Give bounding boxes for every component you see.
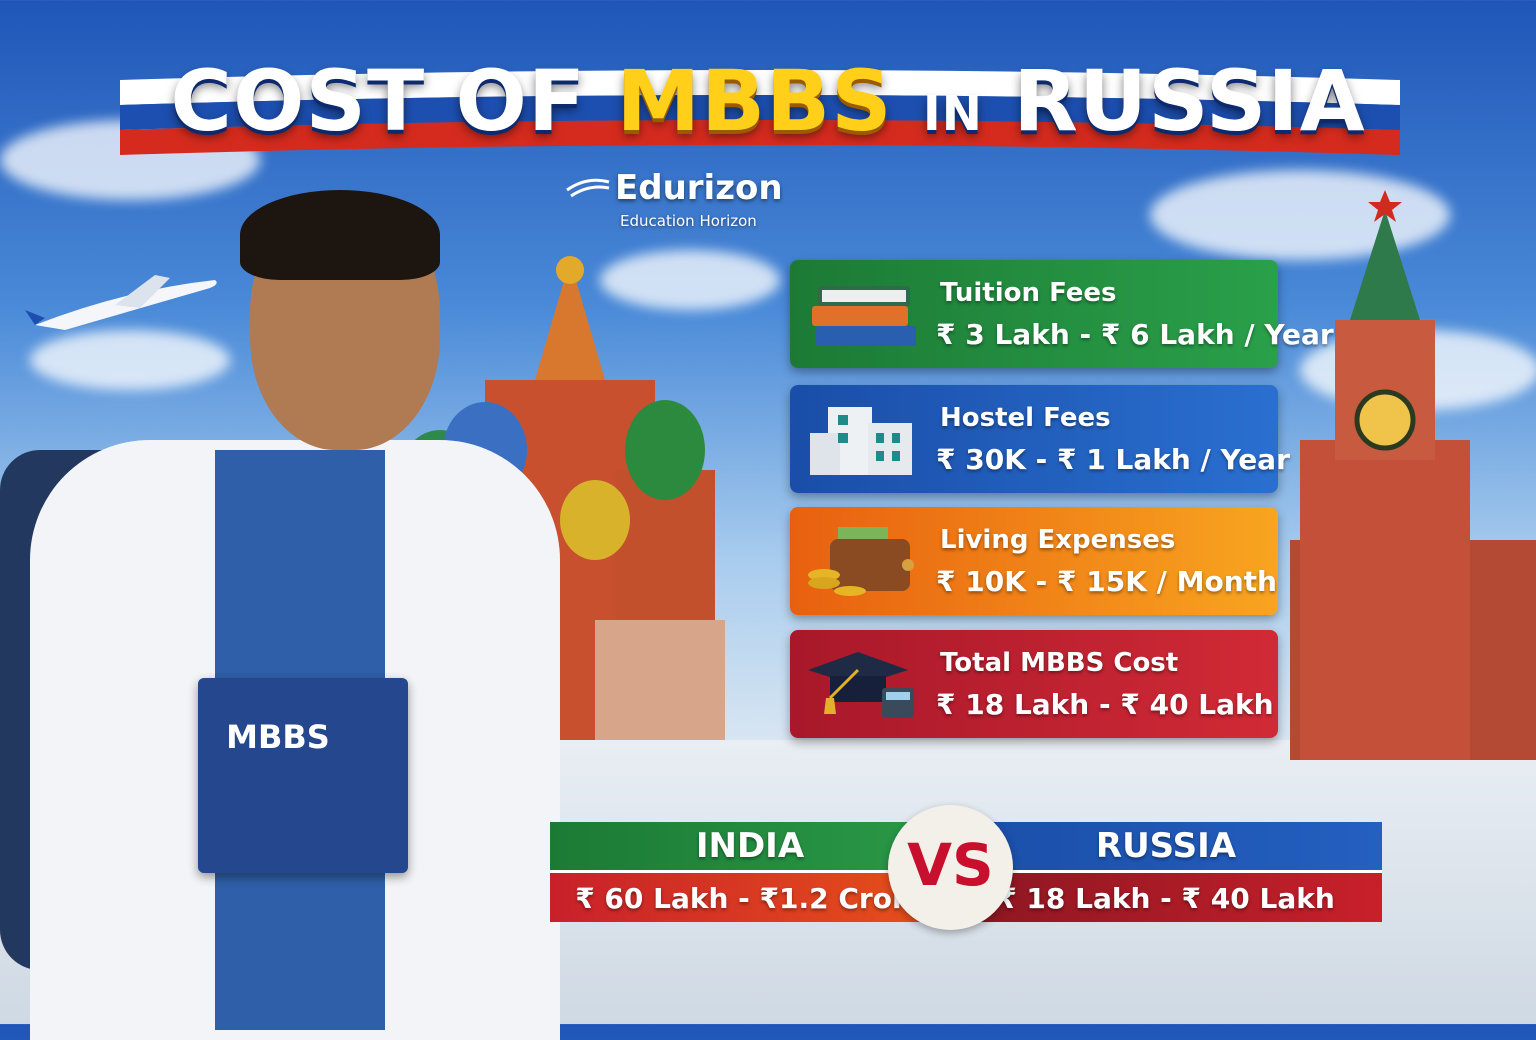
page-title: COST OF MBBS IN RUSSIA: [0, 52, 1536, 150]
mbbs-book: MBBS: [198, 678, 408, 873]
hair: [240, 190, 440, 280]
edurizon-logo: Edurizon Education Horizon: [565, 168, 783, 230]
logo-swoosh-icon: [566, 178, 610, 198]
cloud: [30, 330, 230, 390]
graduation-cap-icon: [808, 652, 914, 718]
card-value: ₹ 3 Lakh - ₹ 6 Lakh / Year: [936, 318, 1334, 351]
title-part1: COST OF: [170, 52, 587, 150]
india-value: ₹ 60 Lakh - ₹1.2 Crore: [550, 870, 950, 922]
card-label: Living Expenses: [940, 525, 1176, 555]
title-highlight: MBBS: [616, 52, 893, 150]
vs-badge: VS: [888, 805, 1013, 930]
card-value: ₹ 30K - ₹ 1 Lakh / Year: [936, 443, 1290, 476]
building-icon: [810, 407, 912, 475]
cloud: [1150, 170, 1450, 260]
wallet-icon: [808, 527, 914, 596]
russian-flag-ribbon: [120, 70, 1400, 155]
card-tuition-fees: Tuition Fees ₹ 3 Lakh - ₹ 6 Lakh / Year: [790, 260, 1334, 368]
logo-tagline: Education Horizon: [620, 212, 757, 230]
student-doctor-illustration: MBBS: [0, 190, 570, 1040]
card-label: Tuition Fees: [940, 278, 1117, 308]
card-label: Hostel Fees: [940, 403, 1111, 433]
card-hostel-fees: Hostel Fees ₹ 30K - ₹ 1 Lakh / Year: [790, 385, 1290, 493]
book-label: MBBS: [226, 718, 330, 756]
logo-name: Edurizon: [615, 168, 783, 208]
card-value: ₹ 18 Lakh - ₹ 40 Lakh: [936, 688, 1274, 721]
cloud: [600, 250, 780, 310]
card-living-expenses: Living Expenses ₹ 10K - ₹ 15K / Month: [790, 507, 1278, 615]
comparison-india: INDIA ₹ 60 Lakh - ₹1.2 Crore: [550, 822, 950, 926]
books-icon: [812, 286, 916, 346]
comparison-russia: RUSSIA ₹ 18 Lakh - ₹ 40 Lakh: [950, 822, 1382, 926]
kremlin-spasskaya-tower: [1290, 190, 1536, 760]
airplane-icon: [25, 275, 217, 330]
russia-label: RUSSIA: [950, 822, 1382, 870]
card-value: ₹ 10K - ₹ 15K / Month: [936, 565, 1277, 598]
card-label: Total MBBS Cost: [940, 648, 1179, 678]
title-connector: IN: [922, 86, 983, 142]
title-part2: RUSSIA: [1013, 52, 1366, 150]
india-label: INDIA: [550, 822, 950, 870]
card-total-mbbs-cost: Total MBBS Cost ₹ 18 Lakh - ₹ 40 Lakh: [790, 630, 1278, 738]
russia-value: ₹ 18 Lakh - ₹ 40 Lakh: [950, 870, 1382, 922]
